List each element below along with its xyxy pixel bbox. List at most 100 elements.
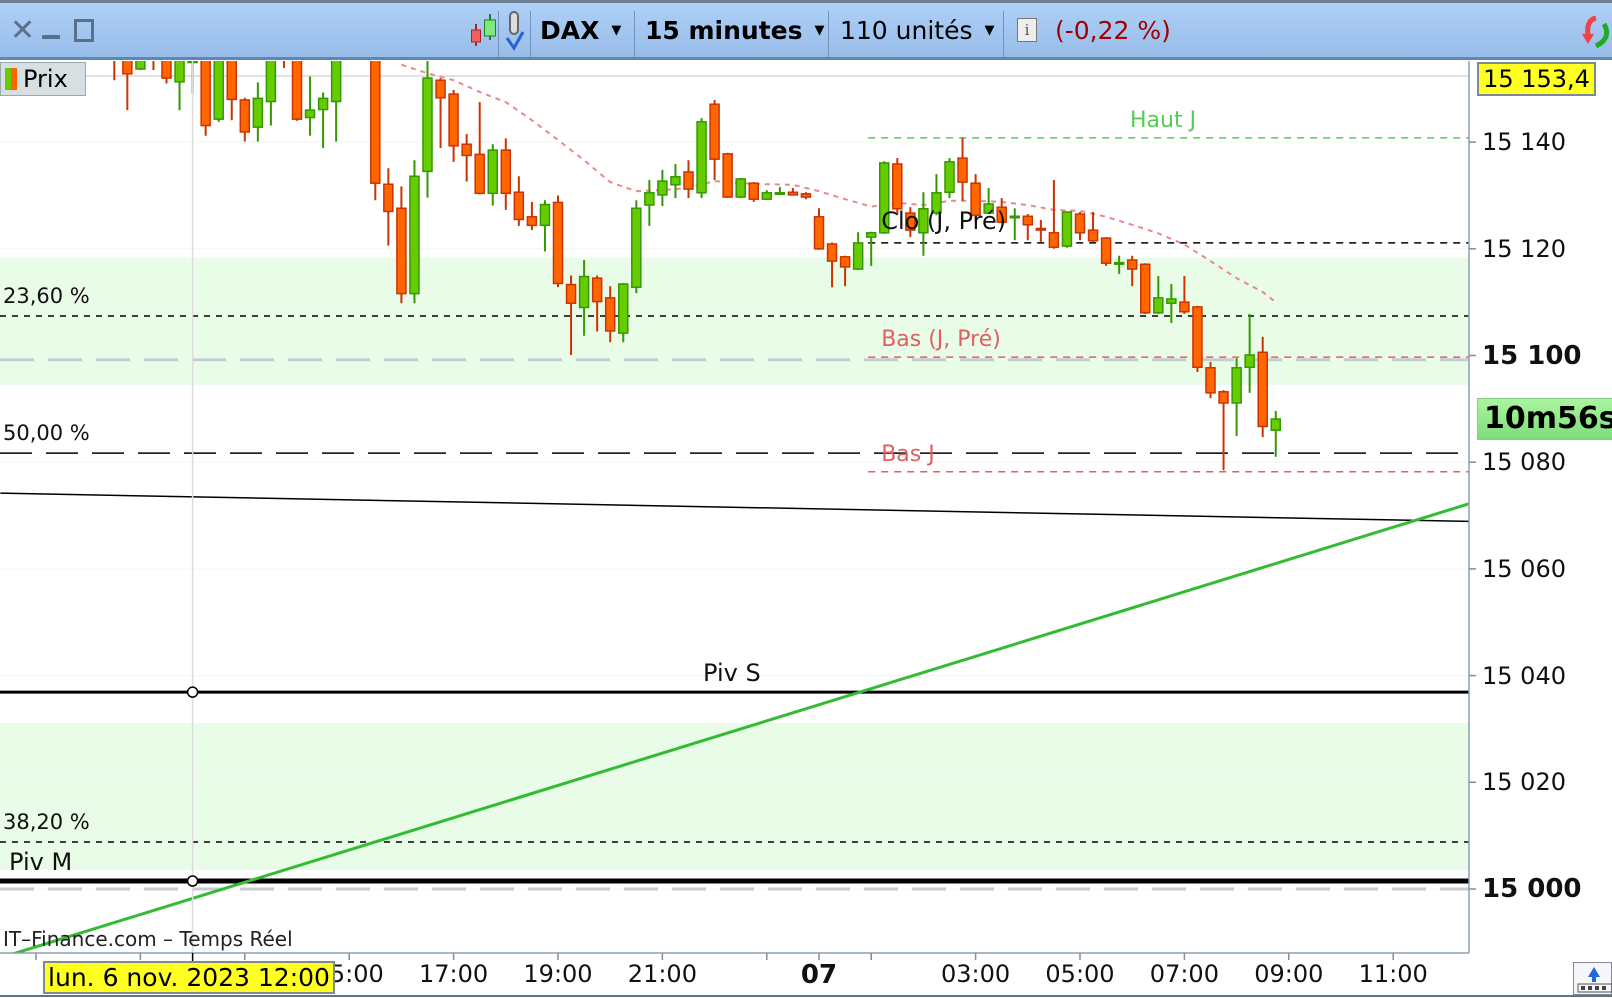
candle-body (174, 61, 185, 83)
interval-dropdown[interactable]: 15 minutes ▼ (645, 3, 825, 57)
candle-down (552, 195, 564, 288)
candle-body (905, 212, 916, 231)
candle-body (683, 171, 694, 190)
countdown-tag: 10m56s (1477, 398, 1612, 440)
candle-body (487, 149, 498, 195)
y-tick-label: 15 120 (1482, 234, 1566, 263)
candle-up (1061, 211, 1073, 248)
candle-body (1126, 259, 1138, 270)
units-dropdown[interactable]: 110 unités ▼ (840, 3, 995, 57)
black-trendline[interactable] (0, 492, 1469, 523)
candle-down (709, 99, 720, 180)
candle-down (1035, 219, 1047, 242)
scroll-end-icon[interactable] (1573, 962, 1612, 995)
fib-level-label: 50,00 % (3, 421, 90, 446)
pivot-handle[interactable] (186, 875, 199, 887)
minimize-icon[interactable] (42, 3, 60, 57)
candle-up (983, 187, 994, 215)
symbol-dropdown[interactable]: DAX ▼ (540, 3, 621, 57)
refresh-icon[interactable] (1582, 3, 1612, 57)
fib-level-label: 23,60 % (3, 284, 90, 309)
chevron-down-icon: ▼ (611, 22, 622, 38)
candle-body (122, 61, 133, 75)
candle-down (500, 138, 512, 210)
candle-up (657, 169, 668, 207)
candle-up (1009, 208, 1020, 241)
candle-down (1022, 214, 1034, 241)
countdown-value: 10m56s (1484, 401, 1612, 436)
x-tick-label: 07:00 (1149, 960, 1219, 988)
candle-down (1140, 263, 1151, 314)
candle-down (591, 275, 603, 332)
candle-up (735, 177, 746, 199)
y-tick-label: 15 060 (1482, 554, 1566, 583)
candle-body (409, 175, 420, 295)
candle-up (487, 144, 498, 206)
cursor-date-label: lun. 6 nov. 2023 12:00 (48, 963, 330, 992)
candle-body (631, 207, 642, 288)
x-tick-label: 07 (800, 960, 838, 990)
close-icon[interactable]: ✕ (10, 12, 36, 48)
candle-down (1192, 305, 1203, 373)
candlestick-icon[interactable] (470, 3, 498, 57)
legend-swatch-icon (5, 68, 11, 90)
candle-body (1218, 391, 1229, 404)
candle-body (239, 99, 251, 133)
candle-down (1074, 211, 1086, 241)
x-tick-label: 09:00 (1254, 960, 1324, 988)
candle-up (539, 200, 551, 252)
units-label: 110 unités (840, 15, 973, 45)
candle-body (970, 182, 981, 216)
candle-down (1048, 179, 1060, 249)
candle-down (383, 168, 394, 246)
candle-up (670, 163, 681, 199)
candle-body (552, 201, 564, 285)
green-trendline[interactable] (0, 502, 1469, 958)
candle-up (422, 61, 433, 198)
candle-down (291, 61, 303, 121)
candle-up (317, 92, 329, 148)
candle-up (1113, 255, 1125, 274)
candle-body (1166, 298, 1177, 304)
pivot-handle[interactable] (186, 686, 199, 698)
watermark: IT–Finance.com – Temps Réel (3, 927, 293, 951)
candle-down (800, 192, 812, 200)
fib-zone (0, 723, 1469, 870)
legend-prix[interactable]: Prix (0, 62, 86, 96)
candle-down (461, 134, 472, 182)
maximize-icon[interactable] (74, 3, 94, 57)
x-tick-label: 03:00 (941, 960, 1011, 988)
candle-up (1244, 313, 1255, 393)
fib-level-label: 38,20 % (3, 810, 90, 835)
candle-body (800, 193, 812, 198)
candle-up (135, 61, 146, 71)
candle-up (944, 158, 955, 199)
candle-down (435, 78, 446, 148)
candle-body (1244, 354, 1255, 368)
candle-body (317, 97, 329, 111)
candle-body (892, 163, 903, 210)
candle-body (252, 97, 264, 128)
wrench-check-icon[interactable] (503, 3, 525, 57)
candle-down (1100, 237, 1112, 266)
candle-down (683, 160, 694, 199)
candle-up (174, 61, 185, 111)
candle-body (1074, 213, 1086, 234)
candle-body (291, 61, 303, 120)
candle-up (696, 118, 707, 199)
candle-down (152, 61, 155, 71)
top-price-tag: 15 153,4 (1477, 62, 1596, 96)
candle-body (839, 256, 851, 268)
day-level-label: Bas J (881, 441, 935, 467)
moving-average-line (401, 63, 1277, 303)
candle-down (1205, 361, 1216, 399)
info-icon[interactable]: i (1017, 3, 1037, 57)
candle-body (1231, 367, 1242, 404)
candle-up (304, 76, 316, 136)
candle-down (905, 207, 916, 238)
candle-body (1100, 237, 1112, 264)
candle-down (604, 286, 616, 343)
y-tick-label: 15 100 (1482, 340, 1582, 371)
candle-body (657, 180, 668, 196)
